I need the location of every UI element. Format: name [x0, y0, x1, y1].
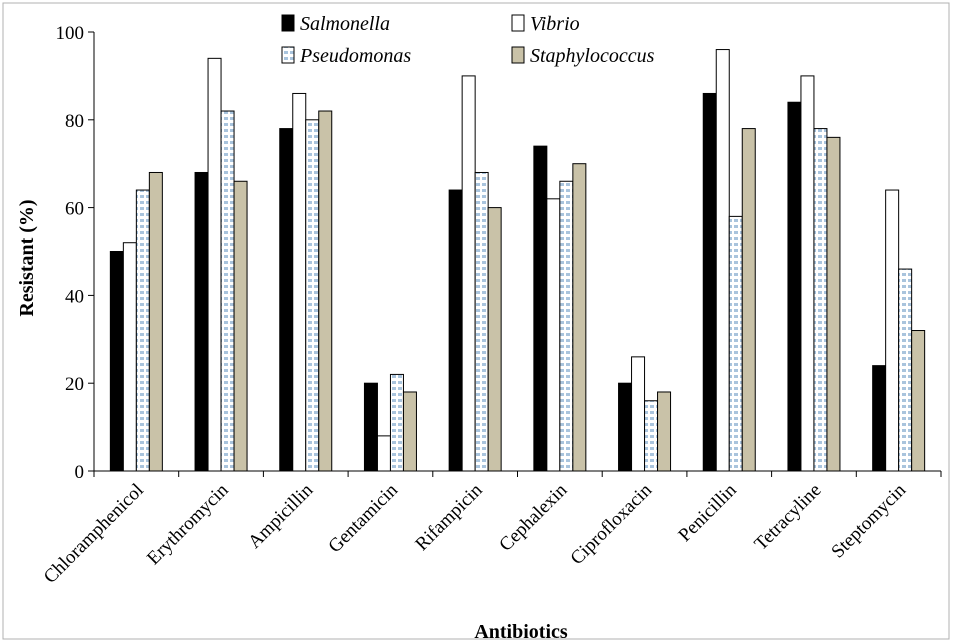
bar-salmonella-ciprofloxacin	[618, 382, 633, 472]
bar-pseudomonas-gentamicin	[389, 373, 404, 472]
bar-vibrio-tetracyline	[800, 75, 815, 472]
bar-salmonella-ampicillin	[279, 128, 294, 472]
x-tick-label: Ampicillin	[244, 479, 317, 552]
bar-staphylococcus-penicillin	[741, 128, 756, 472]
bar-vibrio-erythromycin	[207, 57, 222, 472]
bar-salmonella-erythromycin	[194, 171, 209, 472]
bar-pseudomonas-steptomycin	[898, 268, 913, 472]
bar-pseudomonas-erythromycin	[220, 110, 235, 472]
bar-staphylococcus-rifampicin	[487, 207, 502, 472]
bar-staphylococcus-gentamicin	[402, 391, 417, 472]
bar-vibrio-cephalexin	[546, 198, 561, 472]
bar-salmonella-gentamicin	[363, 382, 378, 472]
bar-salmonella-cephalexin	[533, 145, 548, 472]
bar-vibrio-ciprofloxacin	[631, 356, 646, 472]
legend-label-vibrio: Vibrio	[530, 13, 580, 35]
x-tick-label: Tetracyline	[750, 480, 825, 555]
bar-staphylococcus-chloramphenicol	[148, 171, 163, 472]
bar-pseudomonas-ciprofloxacin	[644, 400, 659, 472]
bar-staphylococcus-steptomycin	[911, 330, 926, 472]
y-axis-label: Resistant (%)	[16, 199, 38, 316]
y-tick-label: 20	[65, 374, 84, 395]
y-tick-label: 80	[65, 111, 84, 132]
x-axis-label: Antibiotics	[474, 621, 568, 643]
x-tick-label: Cephalexin	[495, 479, 571, 555]
bar-vibrio-ampicillin	[292, 92, 307, 472]
bar-staphylococcus-erythromycin	[233, 180, 248, 472]
legend-label-staphylococcus: Staphylococcus	[530, 45, 655, 67]
bar-pseudomonas-penicillin	[728, 215, 743, 472]
x-tick-label: Erythromycin	[143, 479, 233, 569]
bar-vibrio-rifampicin	[461, 75, 476, 472]
x-tick-label: Rifampicin	[411, 479, 487, 555]
x-tick-label: Steptomycin	[827, 479, 910, 562]
y-tick-label: 0	[75, 462, 85, 483]
bar-salmonella-steptomycin	[872, 365, 887, 472]
bar-pseudomonas-cephalexin	[559, 180, 574, 472]
bar-pseudomonas-rifampicin	[474, 171, 489, 472]
legend-swatch-salmonella	[281, 14, 295, 32]
x-tick-label: Chloramphenicol	[40, 480, 148, 588]
legend-label-salmonella: Salmonella	[300, 13, 390, 35]
legend: Salmonella Vibrio Pseudomonas Staphylococcu…	[281, 13, 655, 67]
bar-salmonella-rifampicin	[448, 189, 463, 472]
bar-staphylococcus-cephalexin	[572, 163, 587, 472]
bar-salmonella-tetracyline	[787, 101, 802, 472]
bar-pseudomonas-chloramphenicol	[135, 189, 150, 472]
x-tick-label: Penicillin	[674, 479, 741, 546]
legend-swatch-vibrio	[511, 14, 525, 32]
bar-salmonella-penicillin	[702, 92, 717, 472]
legend-label-pseudomonas: Pseudomonas	[299, 45, 411, 67]
bar-vibrio-chloramphenicol	[122, 242, 137, 472]
bar-pseudomonas-ampicillin	[305, 119, 320, 472]
bar-vibrio-gentamicin	[376, 435, 391, 472]
x-tick-label: Ciprofloxacin	[567, 479, 657, 569]
bar-staphylococcus-ampicillin	[318, 110, 333, 472]
bar-pseudomonas-tetracyline	[813, 128, 828, 472]
bar-vibrio-steptomycin	[885, 189, 900, 472]
legend-swatch-staphylococcus	[511, 46, 525, 64]
bar-staphylococcus-tetracyline	[826, 136, 841, 472]
x-tick-label: Gentamicin	[324, 479, 402, 557]
y-tick-label: 40	[65, 286, 84, 307]
y-tick-label: 100	[56, 23, 85, 44]
y-tick-label: 60	[65, 199, 84, 220]
bar-staphylococcus-ciprofloxacin	[657, 391, 672, 472]
bar-vibrio-penicillin	[715, 49, 730, 472]
bar-salmonella-chloramphenicol	[109, 251, 124, 472]
legend-swatch-pseudomonas	[281, 46, 295, 64]
